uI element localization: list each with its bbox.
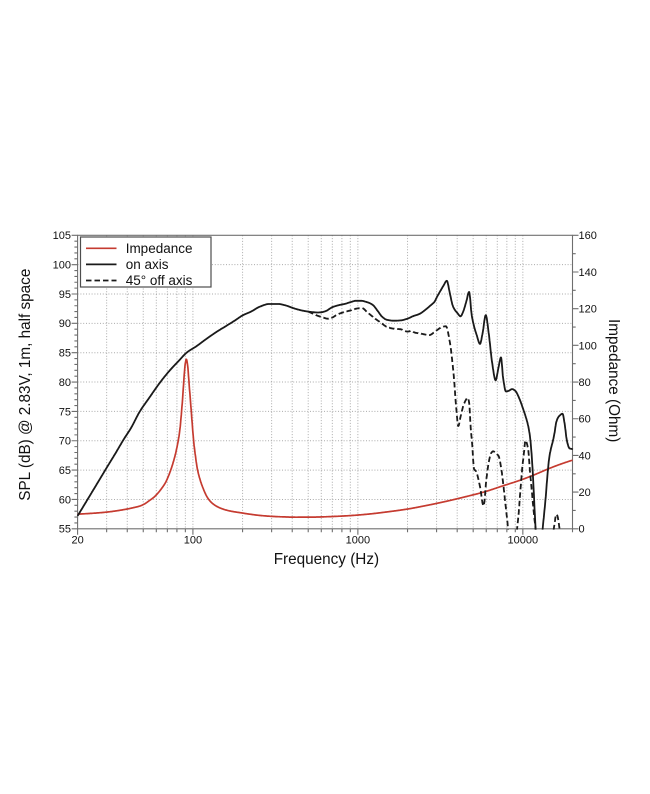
svg-text:20: 20 — [579, 487, 591, 499]
svg-text:75: 75 — [59, 406, 71, 418]
svg-text:85: 85 — [59, 348, 71, 360]
svg-text:100: 100 — [53, 260, 71, 272]
svg-text:SPL (dB) @ 2.83V, 1m, half spa: SPL (dB) @ 2.83V, 1m, half space — [17, 269, 34, 501]
svg-text:0: 0 — [579, 524, 585, 536]
svg-text:Impedance (Ohm): Impedance (Ohm) — [605, 319, 622, 442]
svg-text:45° off axis: 45° off axis — [126, 273, 193, 288]
svg-text:140: 140 — [579, 267, 597, 279]
svg-text:40: 40 — [579, 450, 591, 462]
svg-text:100: 100 — [184, 535, 202, 547]
svg-text:Impedance: Impedance — [126, 241, 193, 256]
svg-text:160: 160 — [579, 230, 597, 242]
svg-text:Frequency (Hz): Frequency (Hz) — [274, 551, 379, 568]
svg-text:95: 95 — [59, 289, 71, 301]
svg-text:on axis: on axis — [126, 257, 169, 272]
svg-text:80: 80 — [579, 377, 591, 389]
svg-text:80: 80 — [59, 377, 71, 389]
svg-text:100: 100 — [579, 340, 597, 352]
svg-text:70: 70 — [59, 436, 71, 448]
svg-text:20: 20 — [71, 535, 83, 547]
svg-text:65: 65 — [59, 465, 71, 477]
svg-text:105: 105 — [53, 230, 71, 242]
svg-text:55: 55 — [59, 524, 71, 536]
svg-text:60: 60 — [59, 494, 71, 506]
svg-text:1000: 1000 — [346, 535, 370, 547]
svg-text:120: 120 — [579, 304, 597, 316]
svg-text:60: 60 — [579, 414, 591, 426]
svg-text:90: 90 — [59, 318, 71, 330]
svg-text:10000: 10000 — [508, 535, 539, 547]
